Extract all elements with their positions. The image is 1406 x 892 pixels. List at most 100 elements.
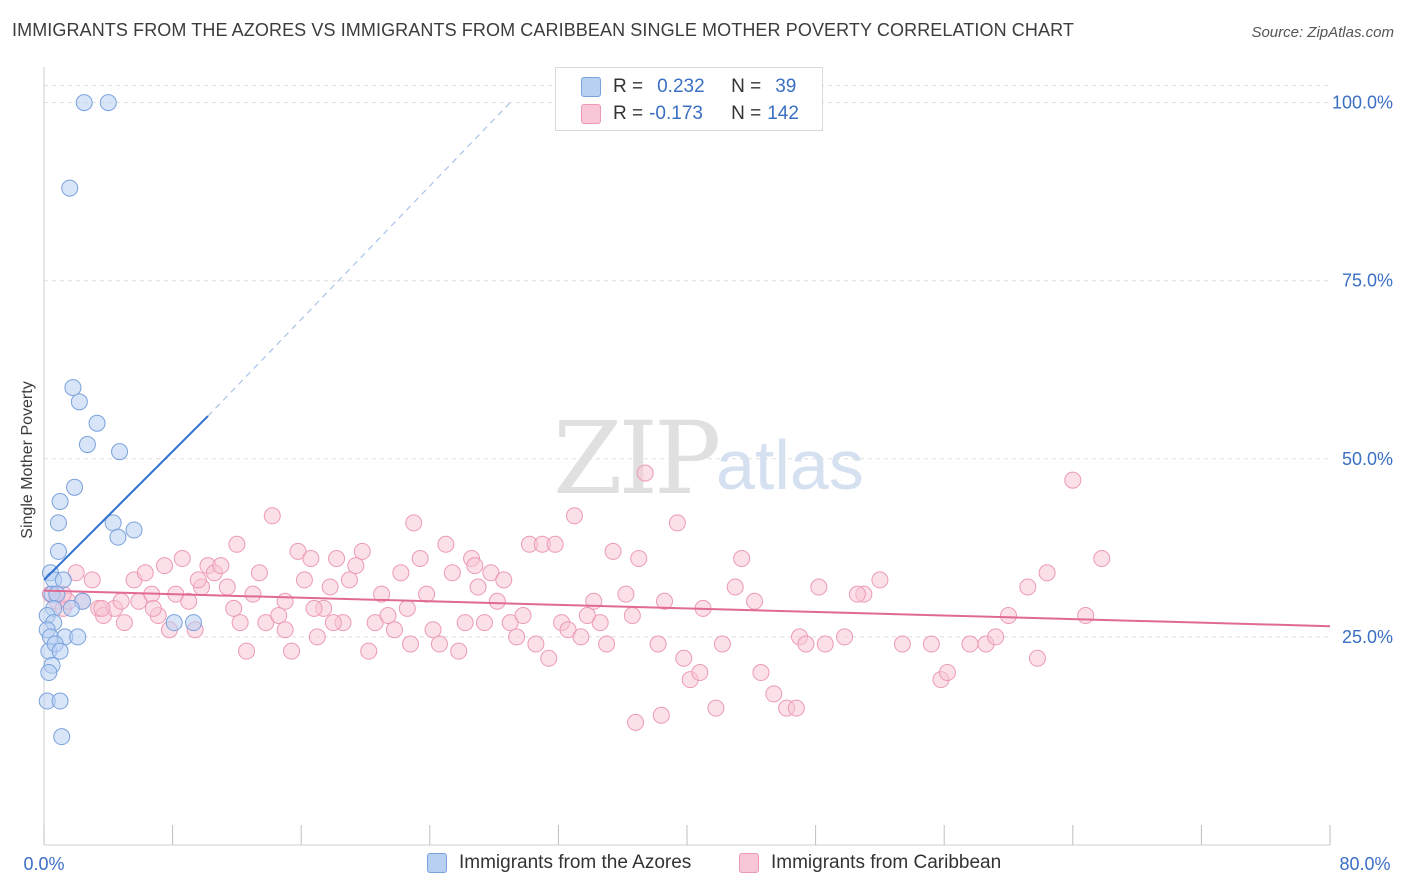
caribbean-point <box>765 685 783 703</box>
caribbean-point <box>495 571 513 589</box>
caribbean-point <box>373 585 391 603</box>
caribbean-point <box>212 557 230 575</box>
caribbean-point <box>871 571 889 589</box>
caribbean-point <box>1077 607 1095 625</box>
caribbean-point <box>144 599 162 617</box>
caribbean-point <box>180 592 198 610</box>
caribbean-point <box>508 628 526 646</box>
x-tick-label: 0.0% <box>23 854 64 874</box>
caribbean-point <box>938 664 956 682</box>
caribbean-point <box>922 635 940 653</box>
caribbean-point <box>276 621 294 639</box>
caribbean-point <box>559 621 577 639</box>
caribbean-point <box>630 550 648 568</box>
source-label: Source: ZipAtlas.com <box>1251 24 1394 41</box>
caribbean-r-value: -0.173 <box>649 103 703 124</box>
n-label: N = <box>731 76 762 97</box>
azores-point <box>78 436 96 454</box>
caribbean-point <box>225 599 243 617</box>
azores-point <box>99 94 117 112</box>
azores-point <box>40 664 58 682</box>
azores-trend-line <box>43 415 209 581</box>
caribbean-point <box>93 599 111 617</box>
azores-point <box>64 379 82 397</box>
azores-point <box>53 728 71 746</box>
caribbean-point <box>302 550 320 568</box>
caribbean-point <box>385 621 403 639</box>
caribbean-point <box>1000 607 1017 625</box>
caribbean-point <box>83 571 101 589</box>
stats-row-caribbean: R = -0.173 N = 142 <box>556 100 799 128</box>
azores-r-value: 0.232 <box>657 76 705 97</box>
caribbean-point <box>321 578 339 596</box>
caribbean-point <box>649 635 667 653</box>
caribbean-point <box>270 607 288 625</box>
caribbean-point <box>402 635 420 653</box>
caribbean-point <box>228 535 246 553</box>
caribbean-point <box>360 642 378 660</box>
r-label: R = <box>613 103 644 124</box>
caribbean-point <box>987 628 1005 646</box>
caribbean-point <box>231 614 249 632</box>
x-tick-label: 80.0% <box>1339 854 1390 874</box>
azores-point <box>109 528 127 546</box>
azores-point <box>111 443 129 461</box>
caribbean-point <box>173 550 191 568</box>
y-tick-label: 50.0% <box>1342 449 1393 469</box>
caribbean-point <box>238 642 256 660</box>
azores-point <box>184 614 202 632</box>
azores-point <box>51 493 69 511</box>
azores-point <box>75 94 93 112</box>
caribbean-point <box>1038 564 1056 582</box>
caribbean-point <box>546 535 564 553</box>
caribbean-point <box>289 542 307 560</box>
caribbean-point <box>136 564 154 582</box>
caribbean-point <box>810 578 828 596</box>
caribbean-point <box>816 635 834 653</box>
caribbean-point <box>565 507 583 525</box>
azores-point <box>51 692 69 710</box>
azores-trend-extension <box>207 102 511 417</box>
caribbean-point <box>514 607 532 625</box>
azores-point <box>51 642 69 660</box>
caribbean-point <box>752 664 770 682</box>
caribbean-trend-line <box>43 589 1331 628</box>
caribbean-point <box>366 614 384 632</box>
caribbean-point <box>893 635 911 653</box>
caribbean-point <box>263 507 281 525</box>
caribbean-point <box>691 664 709 682</box>
caribbean-point <box>572 628 590 646</box>
caribbean-point <box>475 614 493 632</box>
caribbean-point <box>636 464 654 482</box>
caribbean-point <box>501 614 519 632</box>
caribbean-point <box>733 550 751 568</box>
azores-point <box>165 614 183 632</box>
caribbean-point <box>283 642 301 660</box>
caribbean-point <box>189 571 207 589</box>
caribbean-swatch <box>581 104 601 124</box>
caribbean-point <box>156 557 174 575</box>
caribbean-point <box>466 557 484 575</box>
caribbean-point <box>746 592 764 610</box>
caribbean-point <box>713 635 731 653</box>
caribbean-point <box>115 614 133 632</box>
caribbean-point <box>787 699 805 717</box>
azores-point <box>69 628 87 646</box>
caribbean-point <box>328 550 346 568</box>
azores-point <box>62 599 80 617</box>
legend-item-caribbean: Immigrants from Caribbean <box>739 852 1001 874</box>
chart-title: IMMIGRANTS FROM THE AZORES VS IMMIGRANTS… <box>12 20 1074 40</box>
caribbean-point <box>353 542 371 560</box>
caribbean-point <box>668 514 686 532</box>
caribbean-point <box>456 614 474 632</box>
caribbean-point <box>411 550 429 568</box>
caribbean-point <box>598 635 616 653</box>
caribbean-point <box>848 585 866 603</box>
azores-point <box>66 478 84 496</box>
azores-point <box>49 542 67 560</box>
legend-azores-swatch <box>427 853 447 873</box>
watermark-atlas: atlas <box>716 426 864 504</box>
caribbean-point <box>1019 578 1037 596</box>
caribbean-point <box>257 614 275 632</box>
